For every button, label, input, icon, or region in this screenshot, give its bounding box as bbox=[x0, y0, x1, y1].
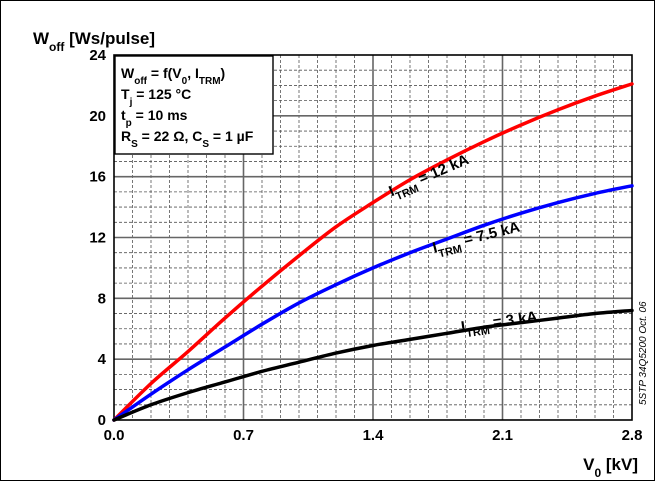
condition-line-0: Woff = f(V0, ITRM) bbox=[121, 65, 225, 87]
condition-line-1: Tj = 125 °C bbox=[121, 86, 191, 108]
x-tick-label: 2.1 bbox=[492, 427, 513, 444]
plot-border bbox=[113, 54, 633, 421]
x-tick-label: 0.7 bbox=[233, 427, 254, 444]
series-line-0 bbox=[112, 82, 634, 422]
series-label-2: ITRM = 3 kA bbox=[460, 308, 539, 340]
y-tick-label: 8 bbox=[98, 290, 106, 307]
conditions-box bbox=[114, 55, 274, 155]
x-tick-label: 0.0 bbox=[104, 427, 125, 444]
x-axis-label: V0 [kV] bbox=[583, 455, 638, 480]
y-axis-label: Woff [Ws/pulse] bbox=[33, 29, 155, 54]
y-tick-label: 24 bbox=[89, 47, 106, 64]
x-tick-label: 2.8 bbox=[622, 427, 643, 444]
x-tick-label: 1.4 bbox=[363, 427, 385, 444]
y-tick-label: 0 bbox=[98, 412, 106, 429]
y-tick-label: 20 bbox=[89, 108, 106, 125]
y-tick-label: 16 bbox=[89, 169, 106, 186]
document-reference: 5STP 34Q5200 Oct. 06 bbox=[638, 301, 649, 405]
y-tick-label: 12 bbox=[89, 230, 106, 247]
series-line-2 bbox=[112, 308, 634, 422]
series-line-1 bbox=[112, 184, 634, 422]
condition-line-3: RS = 22 Ω, CS = 1 µF bbox=[121, 128, 254, 150]
y-tick-label: 4 bbox=[98, 351, 107, 368]
condition-line-2: tp = 10 ms bbox=[121, 107, 188, 129]
